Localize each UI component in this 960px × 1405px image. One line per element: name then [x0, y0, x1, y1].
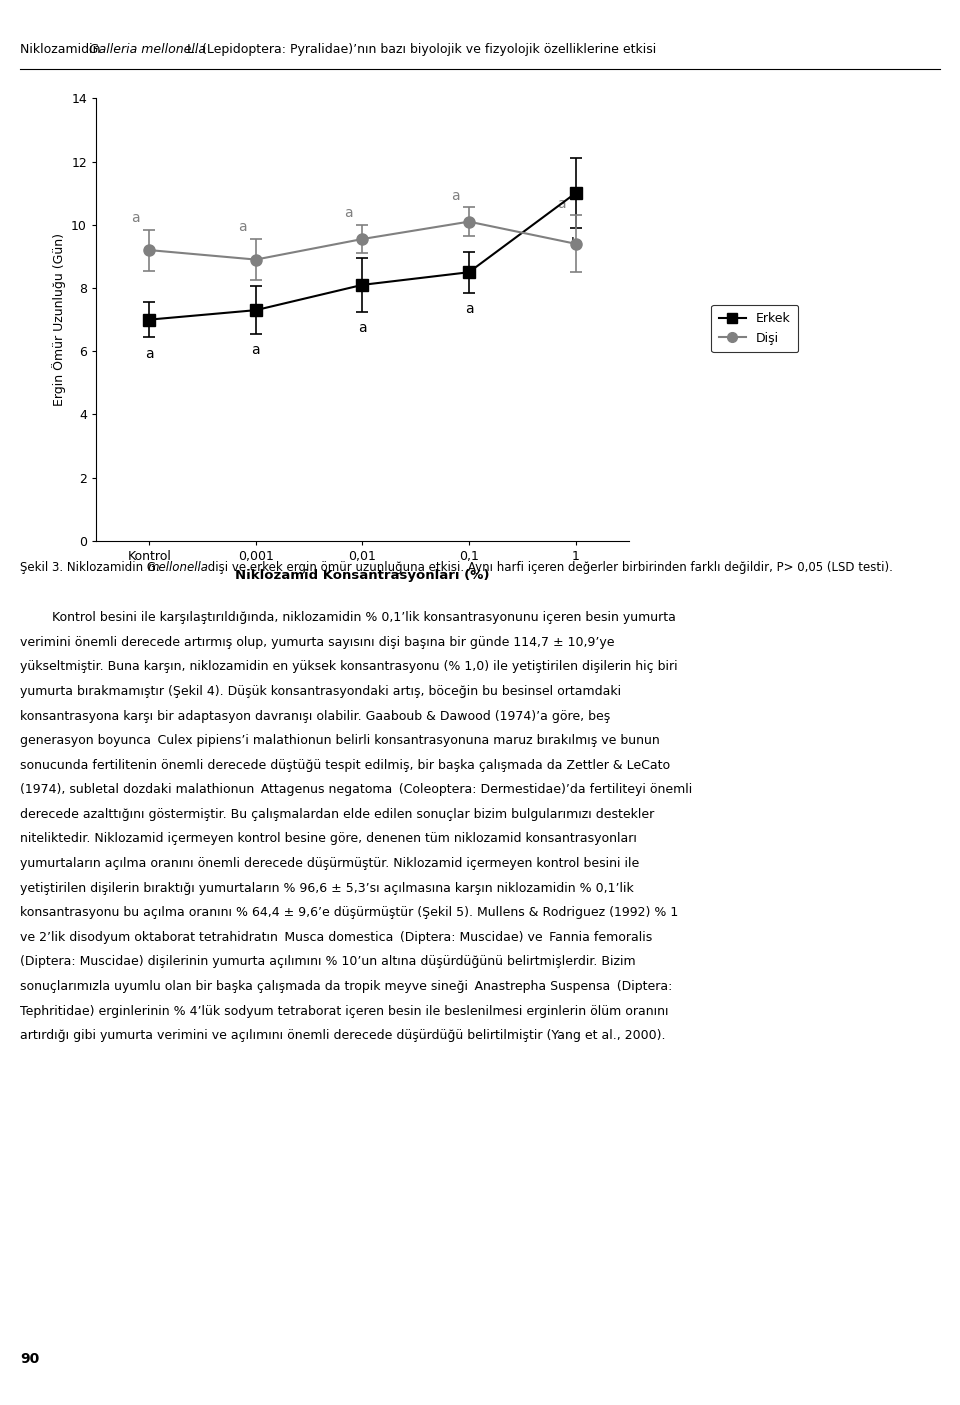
Text: Kontrol besini ile karşılaştırıldığında, niklozamidin % 0,1’lik konsantrasyonunu: Kontrol besini ile karşılaştırıldığında,… — [20, 611, 676, 624]
Text: a: a — [451, 188, 460, 202]
Text: b: b — [571, 237, 580, 251]
Text: yetiştirilen dişilerin bıraktığı yumurtaların % 96,6 ± 5,3’sı açılmasına karşın : yetiştirilen dişilerin bıraktığı yumurta… — [20, 882, 634, 895]
Y-axis label: Ergin Ömür Uzunluğu (Gün): Ergin Ömür Uzunluğu (Gün) — [52, 233, 65, 406]
Text: derecede azalttığını göstermiştir. Bu çalışmalardan elde edilen sonuçlar bizim b: derecede azalttığını göstermiştir. Bu ça… — [20, 808, 655, 821]
Text: mellonella: mellonella — [148, 561, 209, 573]
Text: Tephritidae) erginlerinin % 4’lük sodyum tetraborat içeren besin ile beslenilmes: Tephritidae) erginlerinin % 4’lük sodyum… — [20, 1005, 669, 1017]
X-axis label: Niklozamid Konsantrasyonları (%): Niklozamid Konsantrasyonları (%) — [235, 569, 490, 582]
Text: yükseltmiştir. Buna karşın, niklozamidin en yüksek konsantrasyonu (% 1,0) ile ye: yükseltmiştir. Buna karşın, niklozamidin… — [20, 660, 678, 673]
Text: dişi ve erkek ergin ömür uzunluğuna etkisi. Aynı harfi içeren değerler birbirind: dişi ve erkek ergin ömür uzunluğuna etki… — [204, 561, 893, 573]
Text: konsantrasyona karşı bir adaptasyon davranışı olabilir. Gaaboub & Dawood (1974)’: konsantrasyona karşı bir adaptasyon davr… — [20, 710, 611, 722]
Text: konsantrasyonu bu açılma oranını % 64,4 ± 9,6’e düşürmüştür (Şekil 5). Mullens &: konsantrasyonu bu açılma oranını % 64,4 … — [20, 906, 679, 919]
Text: 90: 90 — [20, 1352, 39, 1366]
Text: yumurtaların açılma oranını önemli derecede düşürmüştür. Niklozamid içermeyen ko: yumurtaların açılma oranını önemli derec… — [20, 857, 639, 870]
Text: a: a — [465, 302, 473, 316]
Text: a: a — [132, 211, 140, 225]
Text: ve 2’lik disodyum oktaborat tetrahidratın  Musca domestica  (Diptera: Muscidae) : ve 2’lik disodyum oktaborat tetrahidratı… — [20, 932, 653, 944]
Text: a: a — [252, 343, 260, 357]
Text: Galleria mellonella: Galleria mellonella — [89, 44, 206, 56]
Text: a: a — [145, 347, 154, 361]
Text: a: a — [558, 197, 566, 211]
Text: (1974), subletal dozdaki malathionun  Attagenus negatoma  (Coleoptera: Dermestid: (1974), subletal dozdaki malathionun Att… — [20, 784, 692, 797]
Text: generasyon boyunca  Culex pipiens’i malathionun belirli konsantrasyonuna maruz b: generasyon boyunca Culex pipiens’i malat… — [20, 733, 660, 747]
Text: sonucunda fertilitenin önemli derecede düştüğü tespit edilmiş, bir başka çalışma: sonucunda fertilitenin önemli derecede d… — [20, 759, 670, 771]
Text: yumurta bırakmamıştır (Şekil 4). Düşük konsantrasyondaki artış, böceğin bu besin: yumurta bırakmamıştır (Şekil 4). Düşük k… — [20, 686, 621, 698]
Text: verimini önemli derecede artırmış olup, yumurta sayısını dişi başına bir günde 1: verimini önemli derecede artırmış olup, … — [20, 635, 614, 649]
Text: sonuçlarımızla uyumlu olan bir başka çalışmada da tropik meyve sineği  Anastreph: sonuçlarımızla uyumlu olan bir başka çal… — [20, 981, 673, 993]
Text: Şekil 3. Niklozamidin G.: Şekil 3. Niklozamidin G. — [20, 561, 163, 573]
Text: a: a — [238, 221, 247, 235]
Text: Niklozamidin: Niklozamidin — [20, 44, 105, 56]
Text: (Diptera: Muscidae) dişilerinin yumurta açılımını % 10’un altına düşürdüğünü bel: (Diptera: Muscidae) dişilerinin yumurta … — [20, 955, 636, 968]
Text: a: a — [345, 207, 353, 221]
Text: a: a — [358, 322, 367, 336]
Text: niteliktedir. Niklozamid içermeyen kontrol besine göre, denenen tüm niklozamid k: niteliktedir. Niklozamid içermeyen kontr… — [20, 832, 637, 846]
Text: L. (Lepidoptera: Pyralidae)’nın bazı biyolojik ve fizyolojik özelliklerine etkis: L. (Lepidoptera: Pyralidae)’nın bazı biy… — [183, 44, 657, 56]
Text: artırdığı gibi yumurta verimini ve açılımını önemli derecede düşürdüğü belirtilm: artırdığı gibi yumurta verimini ve açılı… — [20, 1030, 665, 1043]
Legend: Erkek, Dişi: Erkek, Dişi — [711, 305, 799, 353]
